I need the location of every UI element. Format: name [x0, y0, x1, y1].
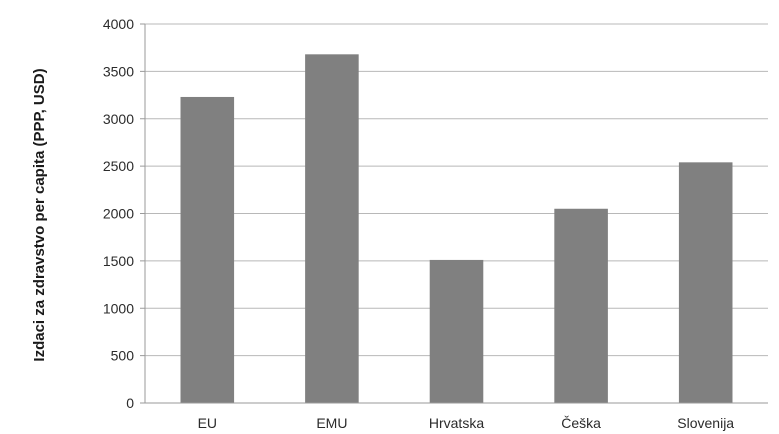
- axes: [140, 23, 768, 404]
- y-tick-label: 2500: [103, 158, 134, 174]
- y-tick-label: 1000: [103, 300, 134, 316]
- y-tick-label: 500: [111, 348, 135, 364]
- bar-hrvatska: [429, 259, 484, 403]
- bar-slovenija: [678, 162, 733, 403]
- y-tick-label: 4000: [103, 16, 134, 32]
- bars: [180, 54, 733, 404]
- x-tick-label: EU: [198, 415, 217, 431]
- x-tick-label: Češka: [561, 415, 601, 431]
- y-tick-label: 1500: [103, 253, 134, 269]
- x-tick-label: EMU: [316, 415, 347, 431]
- bar--e-ka: [554, 208, 608, 403]
- y-tick-label: 3000: [103, 111, 134, 127]
- y-tick-labels: 0 500 1000 1500 2000 2500 3000 3500 4000: [103, 16, 134, 411]
- y-axis-label: Izdaci za zdravstvo per capita (PPP, USD…: [31, 68, 48, 361]
- x-tick-label: Hrvatska: [429, 415, 484, 431]
- y-tick-label: 3500: [103, 63, 134, 79]
- x-tick-labels: EU EMU Hrvatska Češka Slovenija: [198, 415, 735, 431]
- y-tick-label: 2000: [103, 206, 134, 222]
- bar-eu: [180, 96, 235, 404]
- x-tick-label: Slovenija: [677, 415, 734, 431]
- bar-emu: [305, 54, 359, 403]
- y-tick-label: 0: [126, 395, 134, 411]
